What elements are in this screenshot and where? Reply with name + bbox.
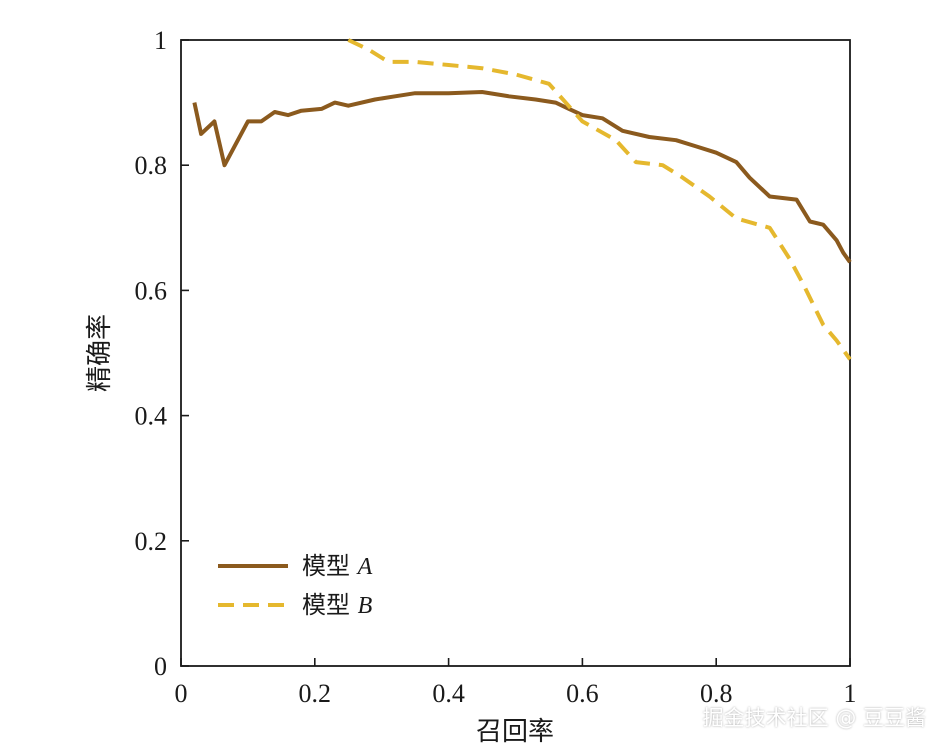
series-layer xyxy=(192,38,852,361)
y-tick-label: 1 xyxy=(154,26,167,55)
x-tick-label: 0.6 xyxy=(566,679,599,708)
watermark: 掘金技术社区 @ 豆豆酱 xyxy=(702,706,926,730)
x-tick-label: 0.4 xyxy=(432,679,465,708)
y-tick-label: 0 xyxy=(154,652,167,681)
axis-ticks: 0 0.2 0.4 0.6 0.8 1 0 0.2 0.4 0.6 0.8 1 xyxy=(135,26,857,708)
plot-area xyxy=(180,39,851,667)
series-line-b xyxy=(347,38,852,361)
legend-label-series-a: 模型 A xyxy=(302,552,373,580)
y-tick-label: 0.2 xyxy=(135,527,168,556)
x-tick-label: 0 xyxy=(175,679,188,708)
x-tick-label: 0.2 xyxy=(299,679,332,708)
legend-label-series-b: 模型 B xyxy=(302,591,373,619)
x-tick-label: 0.8 xyxy=(700,679,733,708)
series-line-a xyxy=(192,90,852,264)
y-tick-label: 0.4 xyxy=(135,402,168,431)
x-tick-label: 1 xyxy=(844,679,857,708)
y-axis-title: 精确率 xyxy=(85,314,115,392)
legend: 模型 A 模型 B xyxy=(218,552,373,619)
y-tick-label: 0.8 xyxy=(135,151,168,180)
y-tick-label: 0.6 xyxy=(135,276,168,305)
x-axis-title: 召回率 xyxy=(476,717,554,747)
